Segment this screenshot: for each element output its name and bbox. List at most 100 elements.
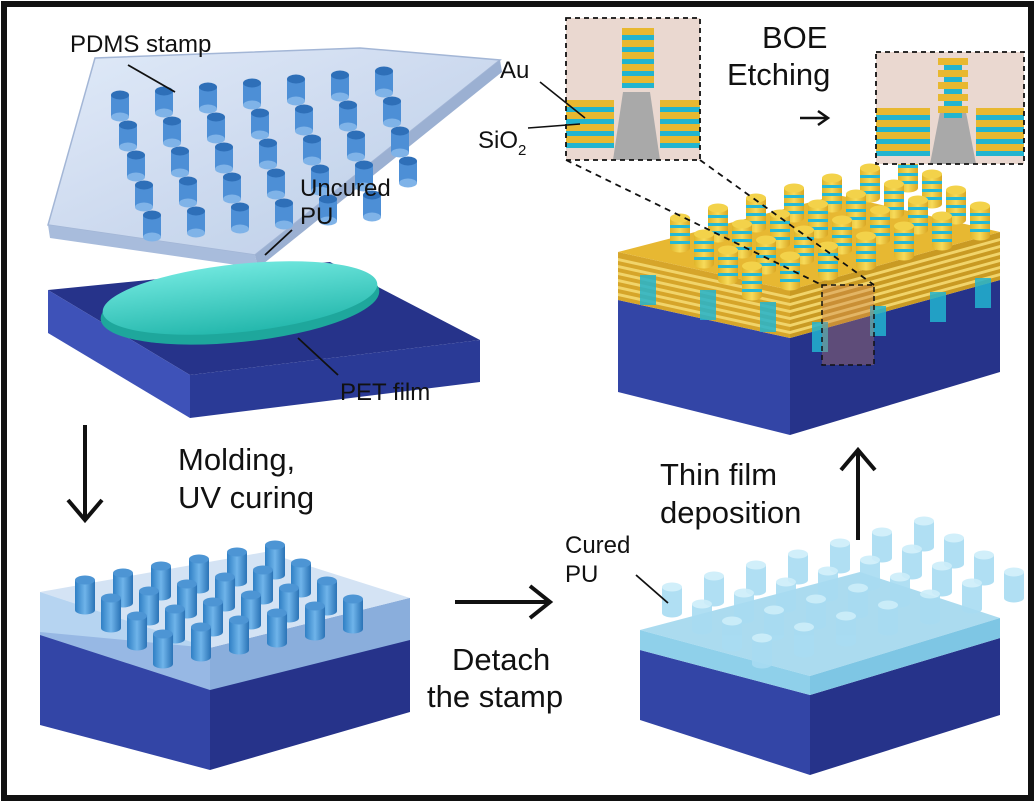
sio2-layer [660, 131, 700, 136]
cured-pillar [1004, 567, 1024, 603]
sio2-layer [622, 35, 654, 40]
deposition-arrow-head [839, 446, 877, 472]
au-layer [876, 144, 930, 151]
stamp-hole [399, 156, 417, 188]
highlight-region [822, 285, 874, 365]
stamp-hole [391, 126, 409, 158]
molded-pillar [153, 629, 173, 669]
stamp-hole [127, 150, 145, 182]
stamp-hole [231, 202, 249, 234]
stamp-hole [187, 206, 205, 238]
stamp-hole [259, 138, 277, 170]
deposition-label-line1: Thin film [660, 457, 777, 492]
pdms-leader-line [127, 64, 176, 93]
coated-pillar [970, 201, 990, 241]
molded-pillar [101, 593, 121, 633]
sio2-layer-etched [944, 77, 962, 82]
boe-arrow-head [817, 109, 831, 127]
sio2-layer [976, 139, 1024, 144]
cured-pillar [764, 605, 784, 641]
cured-pillar [920, 589, 940, 625]
layer-stripe [790, 273, 1000, 334]
boe-label-line2: Etching [727, 57, 830, 92]
sio2-patch [760, 302, 776, 332]
stamp-hole [155, 86, 173, 118]
sio2-patch [975, 278, 991, 308]
au-layer [660, 136, 700, 143]
cured-pu-leader-line [635, 574, 669, 604]
au-layer [622, 76, 654, 83]
cured-pu-label-line1: Cured [565, 532, 630, 559]
sio2-layer [876, 127, 930, 132]
multilayer-stripes [618, 238, 1000, 352]
molded-pillar [267, 608, 287, 648]
stamp-hole [331, 70, 349, 102]
stamp-hole [143, 210, 161, 242]
stamp-hole [207, 112, 225, 144]
sio2-layer [660, 143, 700, 148]
sio2-label-subscript: 2 [518, 142, 526, 159]
au-layer [660, 112, 700, 119]
sio2-patch [870, 306, 886, 336]
detach-arrow-head [528, 584, 554, 620]
au-layer [622, 64, 654, 71]
boe-label-line1: BOE [762, 20, 827, 55]
sio2-layer-etched [944, 89, 962, 94]
sio2-layer [622, 59, 654, 64]
cured-pillar [752, 633, 772, 669]
sio2-leader-line [527, 123, 581, 129]
cured-pillar [776, 577, 796, 613]
au-layer [566, 100, 614, 107]
cured-pillar [932, 561, 952, 597]
molding-arrow-head [66, 498, 104, 524]
au-layer [622, 52, 654, 59]
au-layer [660, 100, 700, 107]
layer-stripe [790, 259, 1000, 320]
sio2-layer-etched [944, 113, 962, 118]
sio2-layer [622, 83, 654, 88]
au-layer [976, 144, 1024, 151]
au-leader-line [539, 81, 586, 119]
cured-pillar [818, 566, 838, 602]
uncured-pu-label-line1: Uncured [300, 175, 391, 202]
stamp-hole [179, 176, 197, 208]
sio2-layer [876, 151, 930, 156]
cured-pillars [662, 516, 1024, 669]
molded-pillar [75, 575, 95, 615]
coated-pillar [818, 241, 838, 281]
stamp-hole [275, 198, 293, 230]
zoom-line-right [699, 159, 875, 286]
molding-label-line1: Molding, [178, 442, 295, 477]
deposition-label-line2: deposition [660, 495, 801, 530]
cured-pillar [872, 527, 892, 563]
sio2-label-main: SiO [478, 127, 518, 154]
au-layer [876, 132, 930, 139]
sio2-layer [660, 107, 700, 112]
deposited-sample [618, 153, 1000, 435]
stamp-hole [199, 82, 217, 114]
inset-before-etch [565, 17, 701, 161]
sio2-layer [876, 139, 930, 144]
cured-pu-label-line2: PU [565, 561, 598, 588]
au-label: Au [500, 57, 529, 84]
au-layer [622, 40, 654, 47]
stamp-hole [267, 168, 285, 200]
cured-pillar [962, 578, 982, 614]
molding-label-line2: UV curing [178, 480, 314, 515]
sio2-layer [622, 47, 654, 52]
molded-pillar [191, 622, 211, 662]
stamp-hole [135, 180, 153, 212]
au-layer [876, 108, 930, 115]
sio2-layer [566, 107, 614, 112]
stamp-hole [339, 100, 357, 132]
stamp-hole [215, 142, 233, 174]
cured-pillar [692, 599, 712, 635]
layer-stripe [790, 238, 1000, 299]
coated-pillar [694, 229, 714, 269]
cured-pillar [662, 582, 682, 618]
sio2-layer [660, 119, 700, 124]
cured-pillar [722, 616, 742, 652]
cured-pillar [902, 544, 922, 580]
sio2-layer [976, 151, 1024, 156]
